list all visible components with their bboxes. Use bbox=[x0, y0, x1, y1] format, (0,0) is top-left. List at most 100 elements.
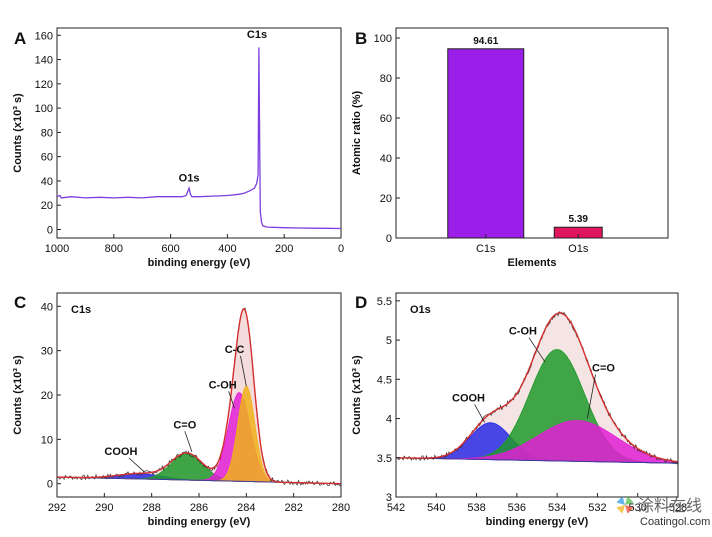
watermark-logo-petal bbox=[616, 505, 625, 514]
y-axis-label: Counts (x10³ s) bbox=[12, 355, 24, 435]
y-tick-label: 4 bbox=[386, 414, 392, 426]
annotation-leader bbox=[586, 374, 596, 419]
baseline-line bbox=[396, 457, 678, 464]
x-axis-label: binding energy (eV) bbox=[148, 257, 251, 269]
y-tick-label: 10 bbox=[41, 434, 53, 446]
annotation-leader bbox=[184, 431, 193, 452]
x-tick-label: 400 bbox=[218, 243, 236, 255]
x-axis-label: Elements bbox=[508, 257, 557, 269]
chart-panel-c: 0 10 20 30 40 292 290 288 286 284 282 280 binding en… bbox=[12, 292, 350, 528]
y-tick-label: 0 bbox=[47, 479, 53, 491]
panel-title-c: C1s bbox=[71, 304, 91, 316]
watermark-logo-petal bbox=[625, 505, 634, 514]
y-tick-label: 140 bbox=[35, 55, 53, 67]
y-tick-label: 5 bbox=[386, 335, 392, 347]
peak-annotation: C-OH bbox=[509, 326, 537, 338]
x-tick-label: C1s bbox=[476, 243, 496, 255]
x-tick-label: 292 bbox=[48, 502, 66, 514]
y-axis-label: Counts (x10³ s) bbox=[12, 93, 24, 173]
y-tick-label: 3 bbox=[386, 492, 392, 504]
peak-c-o bbox=[57, 453, 341, 485]
x-tick-label: 286 bbox=[190, 502, 208, 514]
y-tick-label: 4.5 bbox=[377, 374, 392, 386]
x-tick-label: 282 bbox=[284, 502, 302, 514]
chart-panel-b: 0 20 40 60 80 100 Elements Atomic ratio (%) B 94.… bbox=[351, 27, 669, 269]
bar-value-label: 94.61 bbox=[473, 36, 498, 47]
watermark-logo-petal bbox=[616, 496, 625, 505]
y-tick-label: 60 bbox=[41, 152, 53, 164]
x-tick-label: 534 bbox=[548, 502, 566, 514]
annotation-leader bbox=[228, 391, 235, 409]
plot-frame-b bbox=[395, 27, 669, 239]
x-tick-label: 540 bbox=[427, 502, 445, 514]
x-tick-label: 528 bbox=[669, 502, 687, 514]
y-tick-label: 80 bbox=[41, 127, 53, 139]
annotation-c1s: C1s bbox=[247, 29, 267, 41]
y-tick-label: 100 bbox=[374, 33, 392, 45]
plot-frame-d bbox=[395, 292, 679, 498]
x-tick-label: 284 bbox=[237, 502, 255, 514]
y-axis-label: Atomic ratio (%) bbox=[351, 90, 363, 175]
plot-area-c bbox=[57, 307, 341, 487]
bar-c1s bbox=[447, 48, 525, 239]
peak-annotation: COOH bbox=[104, 446, 137, 458]
x-tick-label: 600 bbox=[161, 243, 179, 255]
y-tick-label: 3.5 bbox=[377, 453, 392, 465]
x-tick-label: 280 bbox=[332, 502, 350, 514]
x-axis-label: binding energy (eV) bbox=[148, 516, 251, 528]
y-tick-label: 40 bbox=[41, 176, 53, 188]
x-tick-label: 288 bbox=[142, 502, 160, 514]
peak-annotation: C=O bbox=[592, 362, 615, 374]
panel-letter-A: A bbox=[14, 29, 26, 48]
peak-annotation: COOH bbox=[452, 392, 485, 404]
annotation-o1s: O1s bbox=[179, 172, 200, 184]
x-tick-label: 1000 bbox=[45, 243, 69, 255]
annotation-leader bbox=[474, 404, 485, 423]
y-tick-label: 80 bbox=[380, 73, 392, 85]
chart-panel-d: 3 3.5 4 4.5 5 5.5 542 540 538 536 534 532 530 528 bind… bbox=[351, 292, 687, 528]
y-axis-label: Counts (x10³ s) bbox=[351, 355, 363, 435]
y-tick-label: 5.5 bbox=[377, 296, 392, 308]
x-tick-label: 532 bbox=[588, 502, 606, 514]
envelope-fill bbox=[57, 308, 341, 484]
y-tick-label: 40 bbox=[380, 153, 392, 165]
y-tick-label: 20 bbox=[41, 200, 53, 212]
x-tick-label: 200 bbox=[275, 243, 293, 255]
x-tick-label: 542 bbox=[387, 502, 405, 514]
x-tick-label: 0 bbox=[338, 243, 344, 255]
y-tick-label: 20 bbox=[41, 390, 53, 402]
y-tick-label: 0 bbox=[386, 233, 392, 245]
chart-panel-a: 0 20 40 60 80 100 120 140 160 1000 800 600 400 200 0 bi… bbox=[12, 27, 344, 269]
y-tick-label: 100 bbox=[35, 103, 53, 115]
panel-letter-D: D bbox=[355, 293, 367, 312]
panel-letter-C: C bbox=[14, 293, 26, 312]
watermark-en: Coatingol.com bbox=[640, 516, 710, 528]
y-tick-label: 30 bbox=[41, 346, 53, 358]
x-axis-label: binding energy (eV) bbox=[486, 516, 589, 528]
bar-value-label: 5.39 bbox=[569, 214, 589, 225]
plot-area-d bbox=[396, 310, 678, 465]
series-line-survey bbox=[56, 47, 342, 230]
panel-letter-B: B bbox=[355, 29, 367, 48]
watermark-logo-petal bbox=[625, 496, 634, 505]
peak-annotation: C-OH bbox=[209, 379, 237, 391]
watermark-cn: 涂料在线 bbox=[638, 497, 702, 515]
panel-title-d: O1s bbox=[410, 304, 431, 316]
peak-annotation: C=O bbox=[173, 419, 196, 431]
envelope-line bbox=[57, 307, 341, 485]
y-tick-label: 160 bbox=[35, 30, 53, 42]
y-tick-label: 40 bbox=[41, 301, 53, 313]
x-tick-label: O1s bbox=[568, 243, 589, 255]
envelope-line bbox=[396, 312, 678, 463]
x-tick-label: 530 bbox=[629, 502, 647, 514]
x-tick-label: 800 bbox=[105, 243, 123, 255]
annotation-leader bbox=[128, 457, 145, 473]
x-tick-label: 290 bbox=[95, 502, 113, 514]
x-tick-label: 536 bbox=[508, 502, 526, 514]
x-tick-label: 538 bbox=[467, 502, 485, 514]
y-tick-label: 120 bbox=[35, 79, 53, 91]
y-tick-label: 20 bbox=[380, 193, 392, 205]
annotation-leader bbox=[528, 337, 546, 363]
